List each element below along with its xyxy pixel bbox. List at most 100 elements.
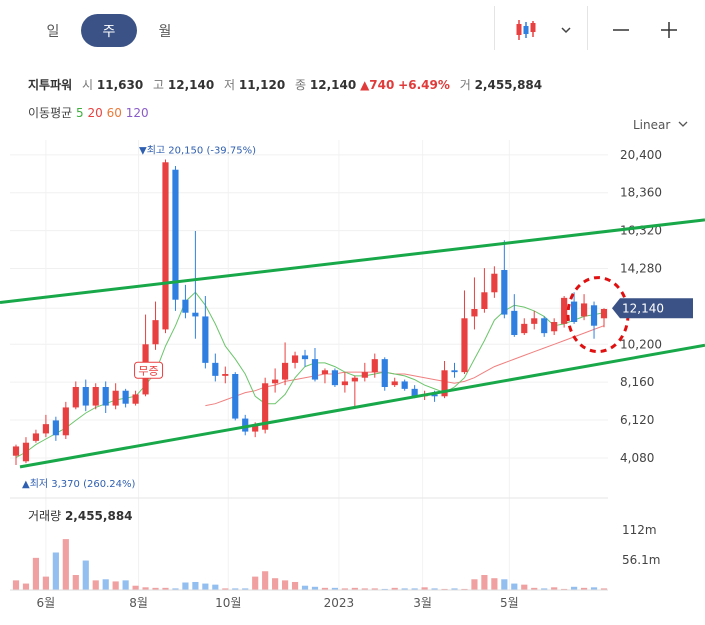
ma5-legend: 5 <box>76 106 84 120</box>
plus-icon <box>661 22 677 38</box>
volume-bar <box>561 588 568 590</box>
volume-bar <box>331 587 339 590</box>
candle-body <box>431 394 438 397</box>
candle-body <box>421 394 428 397</box>
candle-body <box>172 169 179 300</box>
volume-bar <box>232 588 239 590</box>
scale-selector[interactable]: Linear <box>633 118 688 132</box>
candle-body <box>52 420 59 436</box>
candle-body <box>222 374 229 376</box>
low-value: 11,120 <box>238 78 286 92</box>
x-tick-label: 10월 <box>215 596 241 610</box>
candle-body <box>212 362 219 376</box>
candle-body <box>92 387 99 406</box>
volume-bar <box>521 584 528 590</box>
volume-tick-label: 56.1m <box>622 553 660 567</box>
ma20-legend: 20 <box>87 106 103 120</box>
candle-body <box>381 359 388 387</box>
candle-body <box>481 292 488 309</box>
moving-average-legend[interactable]: 이동평균 5 20 60 120 <box>28 104 149 121</box>
candle-body <box>82 387 89 406</box>
zoom-in-button[interactable] <box>654 14 684 46</box>
high-label: 고 <box>153 78 165 92</box>
toolbar-divider <box>494 6 495 50</box>
volume-bar <box>441 588 448 590</box>
period-day-button[interactable]: 일 <box>46 23 60 40</box>
event-badge: 무증 <box>138 364 158 377</box>
candle-body <box>301 355 309 360</box>
volume-bar <box>102 579 109 590</box>
volume-bar <box>112 581 119 590</box>
y-tick-label: 8,160 <box>620 375 654 389</box>
volume-bar <box>461 588 468 590</box>
y-tick-label: 12,140 <box>620 301 662 315</box>
volume-bars: 112m 56.1m <box>12 523 660 590</box>
candle-body <box>262 383 269 430</box>
candle-body <box>571 301 578 322</box>
candle-body <box>361 372 368 378</box>
candle-body <box>590 305 598 326</box>
volume-bar <box>321 587 329 590</box>
volume-bar <box>501 579 508 590</box>
annotations: ▼최고 20,150 (-39.75%) ▲최저 3,370 (260.24%) 무… <box>22 145 693 490</box>
volume-bar <box>52 552 59 590</box>
ma120-legend: 120 <box>125 106 149 120</box>
volume-label: 거 <box>459 78 471 92</box>
stock-name: 지투파워 <box>28 78 73 92</box>
volume-bar <box>192 581 199 590</box>
volume-bar <box>431 588 438 590</box>
volume-bar <box>92 580 99 590</box>
volume-bar <box>281 580 289 590</box>
candle-body <box>451 370 458 373</box>
volume-bar <box>361 588 368 590</box>
ma5-line <box>15 291 605 459</box>
period-week-button[interactable]: 주 <box>81 14 137 47</box>
volume-bar <box>182 582 189 590</box>
volume-bar <box>531 587 538 590</box>
candle-body <box>461 318 468 373</box>
volume-bar <box>301 585 309 590</box>
volume-bar <box>351 587 358 590</box>
volume-bar <box>511 583 518 590</box>
ma20-line <box>205 325 605 407</box>
candle-body <box>242 418 249 432</box>
candle-body <box>162 162 169 330</box>
candle-body <box>561 297 568 324</box>
stock-info: 지투파워 시 11,630 고 12,140 저 11,120 종 12,140… <box>28 76 542 93</box>
top-toolbar: 일 주 월 <box>0 0 705 60</box>
candlestick-icon <box>516 20 536 40</box>
volume-bar <box>291 581 299 590</box>
chevron-down-small-icon <box>678 121 688 127</box>
ma60-legend: 60 <box>106 106 122 120</box>
volume-bar <box>541 588 548 590</box>
x-tick-label: 3월 <box>413 596 432 610</box>
candle-body <box>521 323 528 334</box>
volume-panel-value: 2,455,884 <box>64 509 133 523</box>
low-annotation: ▲최저 3,370 (260.24%) <box>22 478 135 490</box>
candle-body <box>182 299 189 313</box>
chart-type-button[interactable] <box>508 14 544 46</box>
zoom-out-button[interactable] <box>606 14 636 46</box>
volume-bar <box>262 571 269 590</box>
volume-bar <box>272 578 279 590</box>
volume-bar <box>212 584 219 590</box>
candle-body <box>252 426 259 432</box>
volume-bar <box>172 588 179 590</box>
trend-lines <box>0 218 705 469</box>
candle-body <box>32 433 40 441</box>
y-tick-label: 14,280 <box>620 262 662 276</box>
volume-tick-label: 112m <box>622 523 657 537</box>
chart-type-dropdown[interactable] <box>556 14 576 46</box>
close-value: 12,140 <box>309 78 357 92</box>
period-month-button[interactable]: 월 <box>158 23 172 40</box>
candle-body <box>152 320 159 345</box>
high-annotation: ▼최고 20,150 (-39.75%) <box>139 145 256 157</box>
volume-bar <box>122 580 129 590</box>
volume-panel-label: 거래량 <box>28 509 62 523</box>
candle-body <box>12 446 20 456</box>
candle-body <box>72 387 79 408</box>
change-value: ▲740 <box>360 78 395 92</box>
toolbar-divider <box>587 6 588 50</box>
volume-bar <box>82 560 89 590</box>
